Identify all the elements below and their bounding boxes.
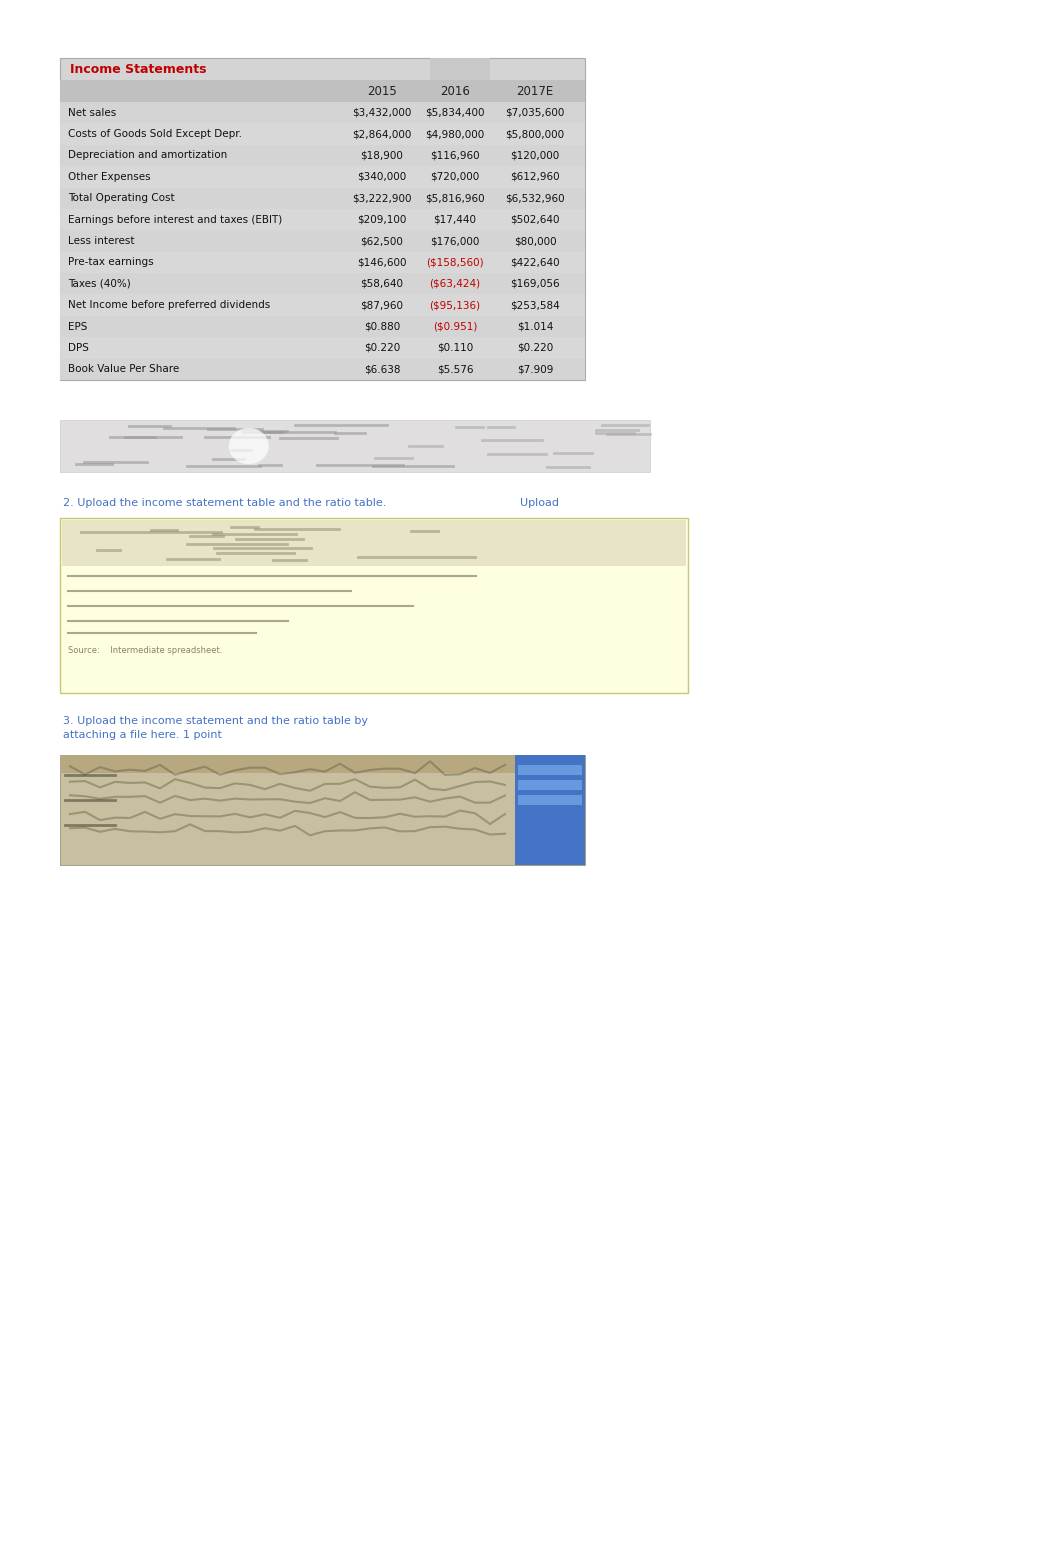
Text: Upload: Upload	[520, 498, 559, 507]
Text: $0.220: $0.220	[364, 343, 400, 353]
Bar	[59, 295, 585, 315]
Bar	[59, 80, 585, 101]
Bar	[518, 765, 582, 774]
Text: $0.220: $0.220	[517, 343, 553, 353]
Bar	[59, 359, 585, 379]
Text: Other Expenses: Other Expenses	[68, 172, 151, 181]
Text: Depreciation and amortization: Depreciation and amortization	[68, 150, 227, 161]
Bar	[430, 58, 490, 379]
Text: 3. Upload the income statement and the ratio table by: 3. Upload the income statement and the r…	[63, 716, 369, 726]
Bar	[59, 231, 585, 251]
Text: ($158,560): ($158,560)	[426, 258, 484, 267]
Text: $146,600: $146,600	[357, 258, 407, 267]
Text: $58,640: $58,640	[360, 279, 404, 289]
Bar	[62, 520, 686, 567]
Text: Income Statements: Income Statements	[70, 62, 206, 75]
Text: $116,960: $116,960	[430, 150, 480, 161]
Text: $7,035,600: $7,035,600	[506, 108, 565, 117]
Text: ($0.951): ($0.951)	[433, 322, 477, 331]
Text: $7.909: $7.909	[517, 364, 553, 375]
Text: Less interest: Less interest	[68, 236, 135, 247]
Text: $6,532,960: $6,532,960	[506, 194, 565, 203]
Text: $18,900: $18,900	[361, 150, 404, 161]
Text: attaching a file here. 1 point: attaching a file here. 1 point	[63, 731, 222, 740]
Bar	[59, 756, 585, 865]
Text: Earnings before interest and taxes (EBIT): Earnings before interest and taxes (EBIT…	[68, 214, 282, 225]
Bar	[59, 337, 585, 359]
Text: Net sales: Net sales	[68, 108, 116, 117]
Bar	[59, 251, 585, 273]
Text: $87,960: $87,960	[360, 300, 404, 311]
Bar	[59, 273, 585, 295]
Text: $1.014: $1.014	[517, 322, 553, 331]
Text: 2017E: 2017E	[516, 84, 553, 97]
Bar	[59, 187, 585, 209]
Text: 2016: 2016	[440, 84, 470, 97]
Text: $502,640: $502,640	[510, 214, 560, 225]
Bar	[518, 780, 582, 790]
Text: $5,800,000: $5,800,000	[506, 130, 565, 139]
Text: $169,056: $169,056	[510, 279, 560, 289]
Text: DPS: DPS	[68, 343, 89, 353]
Bar	[59, 58, 585, 379]
Text: $62,500: $62,500	[361, 236, 404, 247]
Text: $422,640: $422,640	[510, 258, 560, 267]
Text: $0.110: $0.110	[436, 343, 474, 353]
Bar	[59, 123, 585, 145]
Text: $0.880: $0.880	[364, 322, 400, 331]
Bar	[59, 165, 585, 187]
Text: Costs of Goods Sold Except Depr.: Costs of Goods Sold Except Depr.	[68, 130, 242, 139]
Text: $6.638: $6.638	[364, 364, 400, 375]
Text: $5,834,400: $5,834,400	[425, 108, 484, 117]
Text: $2,864,000: $2,864,000	[353, 130, 412, 139]
Text: 2. Upload the income statement table and the ratio table.: 2. Upload the income statement table and…	[63, 498, 387, 507]
Text: $80,000: $80,000	[514, 236, 556, 247]
Text: Pre-tax earnings: Pre-tax earnings	[68, 258, 154, 267]
Text: Source:    Intermediate spreadsheet.: Source: Intermediate spreadsheet.	[68, 646, 222, 656]
Bar	[59, 420, 650, 471]
Text: $340,000: $340,000	[358, 172, 407, 181]
Bar	[59, 101, 585, 123]
Text: $209,100: $209,100	[357, 214, 407, 225]
Text: $253,584: $253,584	[510, 300, 560, 311]
Text: $612,960: $612,960	[510, 172, 560, 181]
Bar	[59, 315, 585, 337]
Bar	[59, 518, 688, 693]
Text: $120,000: $120,000	[511, 150, 560, 161]
Bar	[59, 145, 585, 165]
Text: $176,000: $176,000	[430, 236, 480, 247]
Text: Book Value Per Share: Book Value Per Share	[68, 364, 179, 375]
Text: EPS: EPS	[68, 322, 87, 331]
Text: $4,980,000: $4,980,000	[426, 130, 484, 139]
Ellipse shape	[228, 428, 269, 464]
Text: Net Income before preferred dividends: Net Income before preferred dividends	[68, 300, 270, 311]
Text: $3,432,000: $3,432,000	[353, 108, 412, 117]
Text: $5.576: $5.576	[436, 364, 474, 375]
Text: $17,440: $17,440	[433, 214, 477, 225]
Text: $3,222,900: $3,222,900	[353, 194, 412, 203]
Text: $720,000: $720,000	[430, 172, 480, 181]
Text: ($95,136): ($95,136)	[429, 300, 481, 311]
Text: 2015: 2015	[367, 84, 397, 97]
Text: Taxes (40%): Taxes (40%)	[68, 279, 131, 289]
Bar	[518, 795, 582, 805]
Text: $5,816,960: $5,816,960	[425, 194, 485, 203]
Bar	[59, 756, 515, 773]
Text: ($63,424): ($63,424)	[429, 279, 481, 289]
Text: Total Operating Cost: Total Operating Cost	[68, 194, 174, 203]
Bar	[59, 209, 585, 231]
Bar	[515, 756, 585, 865]
